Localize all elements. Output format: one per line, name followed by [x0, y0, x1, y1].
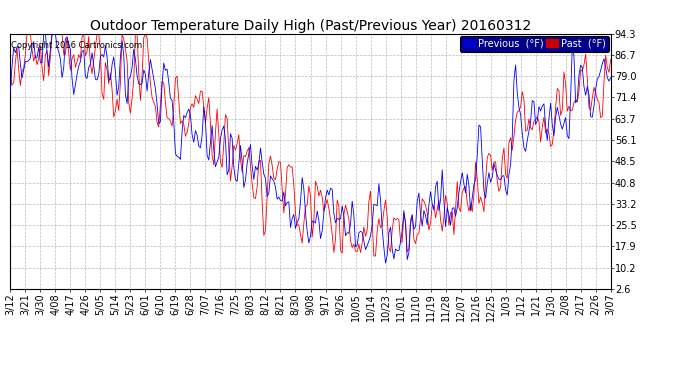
- Text: Copyright 2016 Cartronics.com: Copyright 2016 Cartronics.com: [11, 41, 142, 50]
- Title: Outdoor Temperature Daily High (Past/Previous Year) 20160312: Outdoor Temperature Daily High (Past/Pre…: [90, 19, 531, 33]
- Legend: Previous  (°F), Past  (°F): Previous (°F), Past (°F): [460, 36, 609, 51]
